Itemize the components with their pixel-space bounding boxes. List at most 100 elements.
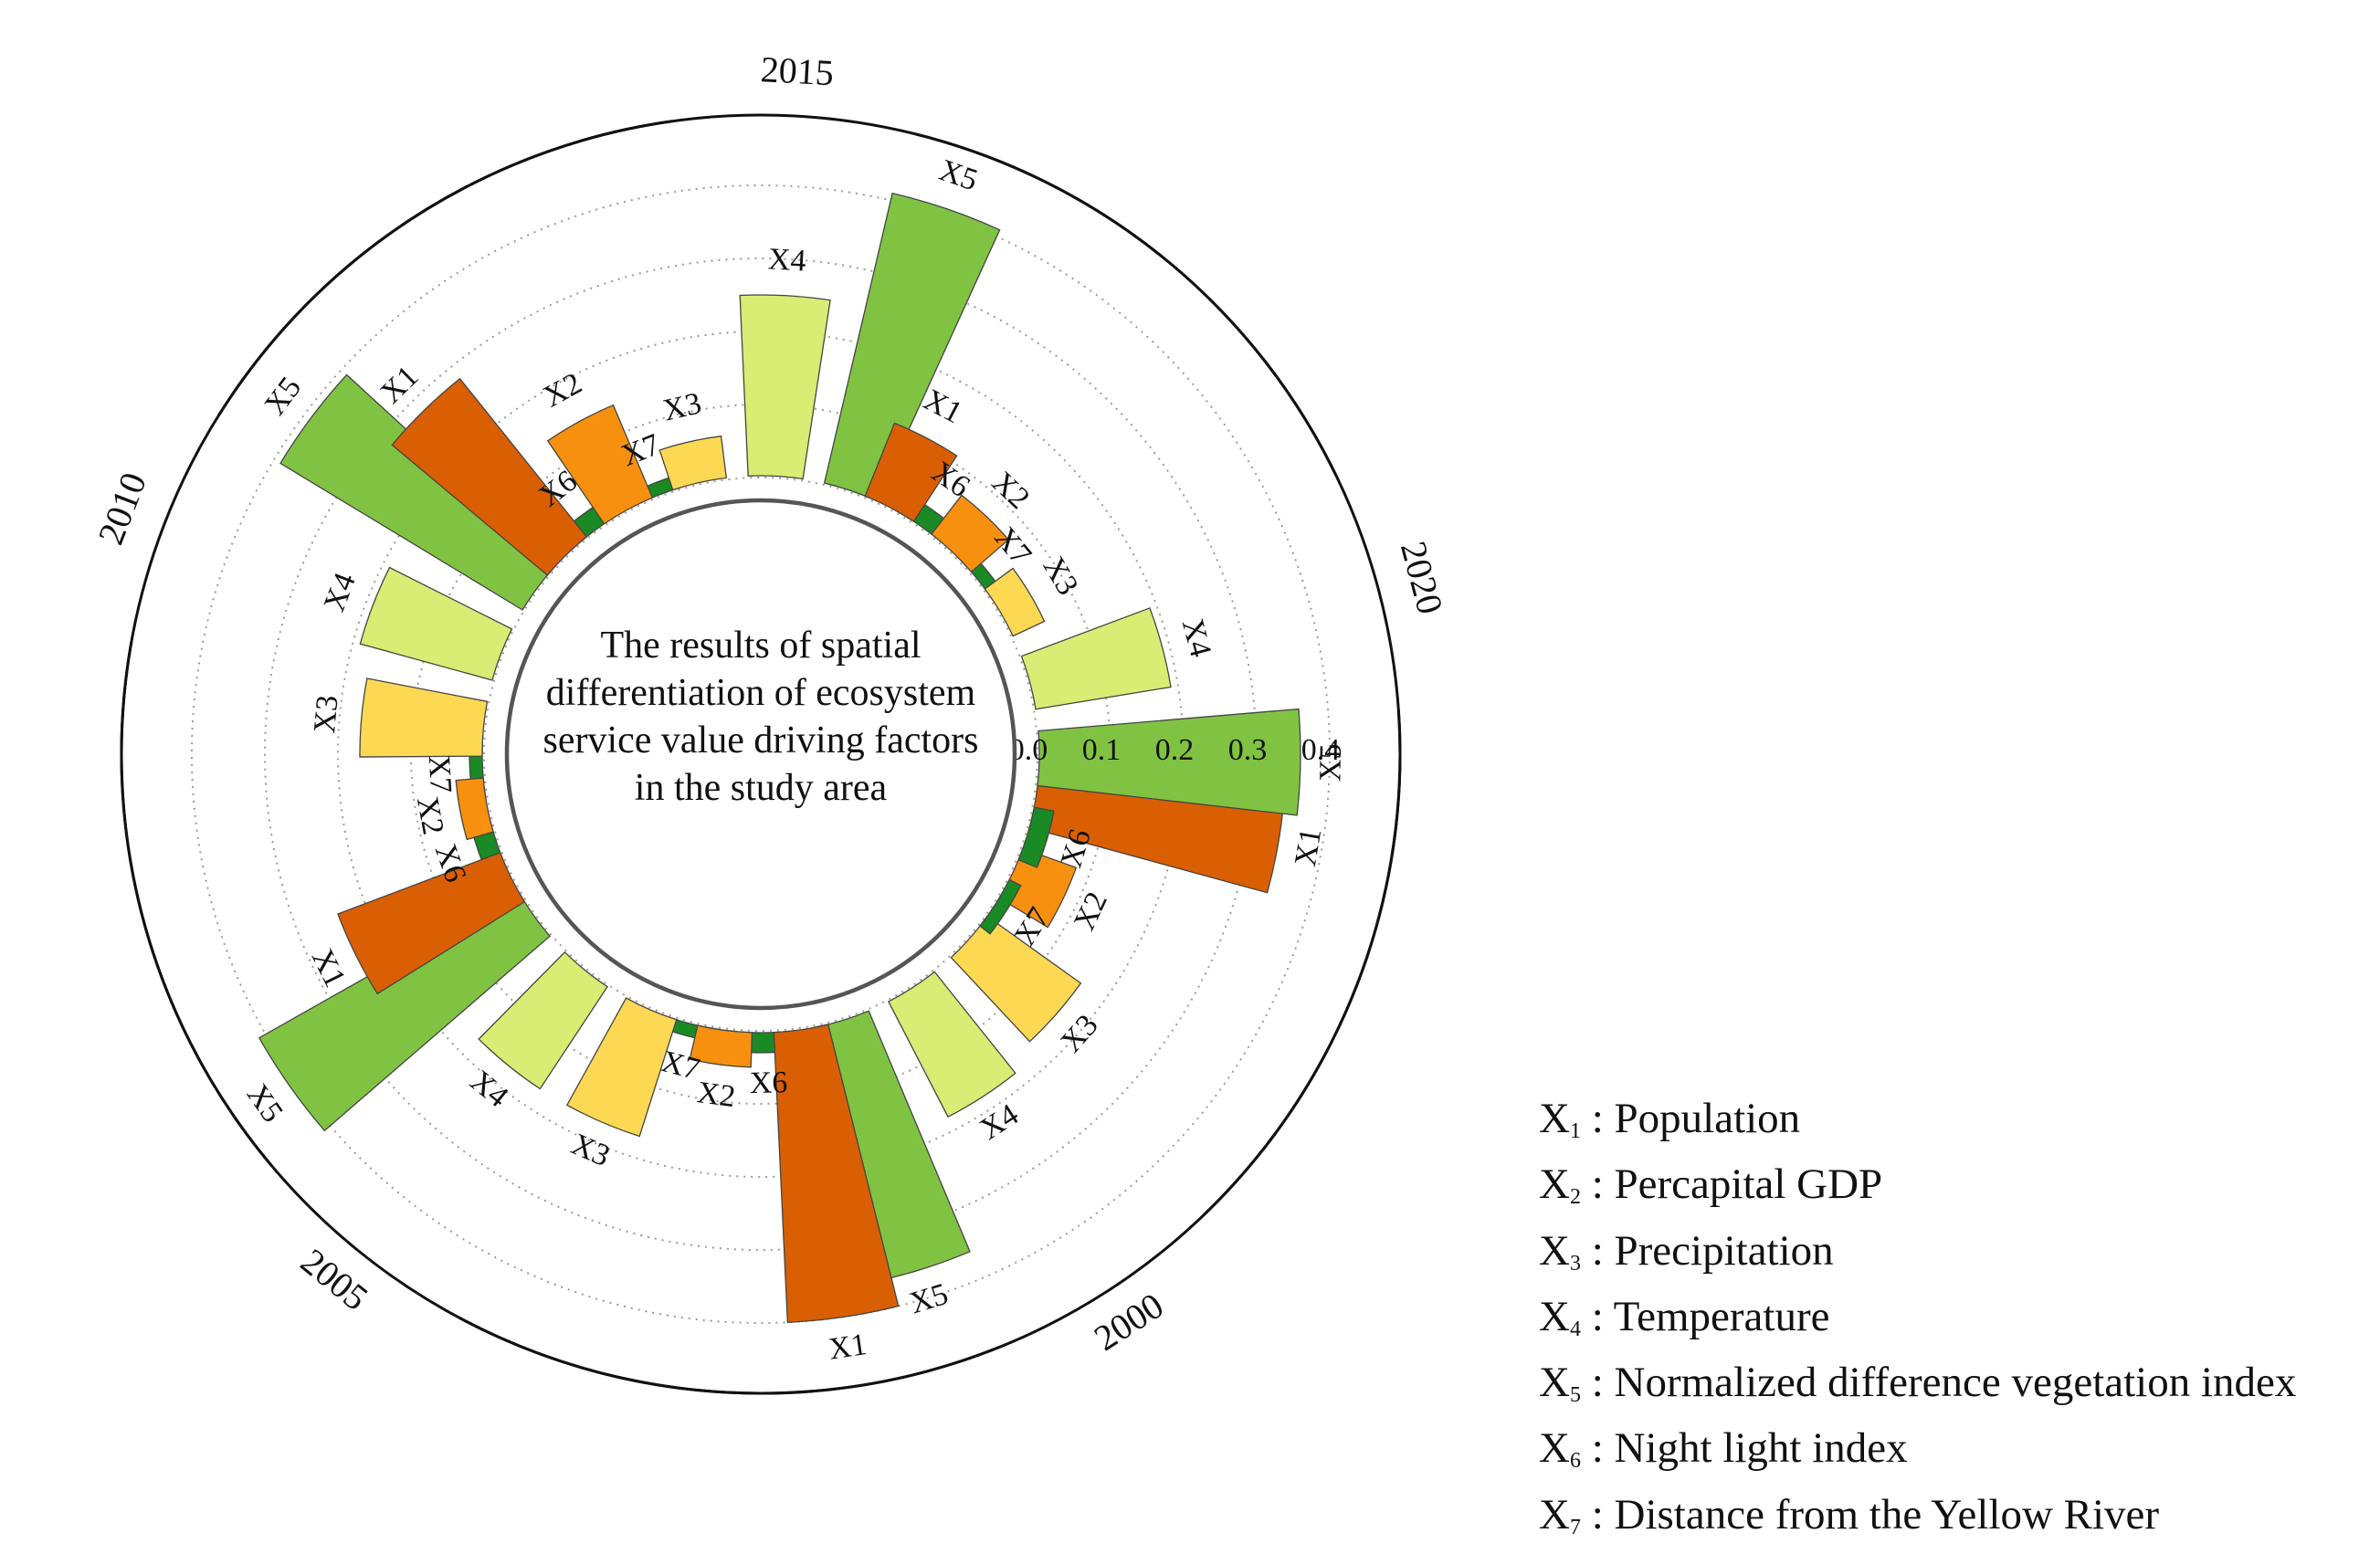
legend-symbol: X [1539,1160,1570,1209]
bar-label-2020-x2: X2 [985,466,1037,516]
chart-title-line: differentiation of ecosystem [546,672,976,714]
bar-label-2020-x5: X5 [1313,743,1348,782]
legend-subscript: 2 [1569,1185,1581,1210]
bar-2010-x5 [279,373,557,611]
bar-label-2010-x4: X4 [318,569,363,616]
bar-label-2005-x1: X1 [827,1328,869,1367]
legend-symbol: X [1539,1226,1570,1275]
legend-subscript: 3 [1569,1251,1581,1276]
year-label-2015: 2015 [760,48,835,93]
bar-label-2015-x3: X3 [660,386,705,427]
center-circle [504,498,1017,1011]
legend-symbol: X [1539,1292,1570,1340]
center-title: The results of spatial differentiation of… [504,498,1017,1011]
legend: X1 : Population X2 : Percapital GDP X3 : P… [1539,1092,2296,1554]
bar-2010-x3 [359,677,489,758]
bar-label-2005-x5: X5 [240,1078,290,1129]
bar-2020-x1 [864,422,958,522]
radial-tick-label: 0.1 [1082,733,1122,767]
legend-symbol: X [1539,1095,1570,1142]
bar-label-2005-x4: X4 [464,1064,515,1114]
bar-2015-x3 [658,435,728,491]
year-arc-2020 [914,132,1402,1216]
bar-2010-x4 [359,566,513,681]
bar-label-2000-x4: X4 [974,1097,1025,1147]
bar-2020-x2 [931,494,1010,573]
bar-2015-x1 [391,377,588,576]
bar-label-2010-x5: X5 [258,371,309,421]
bars [258,192,1301,1323]
bar-2005-x4 [478,950,609,1090]
legend-symbol: X [1539,1359,1570,1407]
legend-text: : Normalized difference vegetation index [1580,1359,2297,1407]
bar-2015-x2 [546,404,654,525]
bar-2020-x7 [979,878,1022,935]
bar-label-2015-x1: X1 [374,360,426,411]
legend-subscript: 7 [1569,1515,1581,1539]
radial-tick-label: 0.2 [1155,733,1195,767]
legend-item: X6 : Night light index [1539,1422,2296,1487]
bar-label-2010-x3: X3 [308,694,345,735]
bar-2020-x3 [984,567,1046,637]
bar-2000-x3 [950,915,1082,1043]
radial-tick-labels: 0.0 0.1 0.2 0.3 0.4 [1009,733,1341,767]
legend-text: : Population [1580,1095,1801,1142]
bar-2005-x5 [258,890,552,1132]
bar-2000-x4 [888,971,1016,1118]
bar-2020-x5 [1037,708,1301,816]
bar-label-2015-x4: X4 [767,242,806,278]
grid-ring [483,477,1038,1032]
legend-item: X1 : Population [1539,1092,2296,1158]
bar-label-2010-x2: X2 [410,794,450,838]
legend-text: : Distance from the Yellow River [1580,1490,2160,1538]
legend-item: X5 : Normalized difference vegetation in… [1539,1356,2296,1422]
bar-2020-x4 [1020,607,1172,710]
bar-2020-x6 [1017,806,1055,868]
bar-2010-x2 [455,777,494,841]
bar-2005-x2 [689,1024,753,1068]
bar-2005-x1 [773,1024,900,1323]
legend-text: : Precipitation [1580,1226,1834,1275]
legend-item: X2 : Percapital GDP [1539,1158,2296,1223]
legend-item: X7 : Distance from the Yellow River [1539,1488,2296,1554]
chart-title-line: service value driving factors [543,719,979,761]
chart-title-line: The results of spatial [600,625,921,667]
bar-2015-x5 [823,192,1001,502]
bar-label-2015-x2: X2 [538,366,587,414]
bar-label-2000-x5: X5 [906,1277,953,1321]
bar-label-2005-x2: X2 [695,1076,737,1114]
bar-2000-x2 [998,847,1078,929]
year-label-2020: 2020 [1393,537,1451,618]
bar-label-2005-x7: X7 [422,754,458,794]
year-label-2005: 2005 [293,1241,375,1318]
bar-label-2000-x6: X6 [749,1066,787,1100]
bar-label-2020-x4: X4 [1175,615,1217,661]
legend-item: X3 : Precipitation [1539,1224,2296,1290]
radial-tick-label: 0.4 [1301,733,1341,767]
bar-label-2015-x5: X5 [935,153,982,197]
bar-label-2000-x2: X2 [1068,887,1114,935]
chart-title-line: in the study area [635,767,888,809]
legend-item: X4 : Temperature [1539,1290,2296,1356]
bar-2005-x3 [565,997,678,1138]
legend-subscript: 6 [1569,1449,1581,1474]
bar-2010-x1 [337,851,526,995]
legend-text: : Temperature [1580,1292,1830,1340]
radial-tick-label: 0.3 [1228,733,1268,767]
bar-label-2000-x1: X1 [1289,825,1328,868]
chart-title: The results of spatial differentiation of… [543,625,979,809]
legend-text: : Percapital GDP [1580,1160,1883,1209]
grid-ring [191,184,1331,1324]
year-label-2010: 2010 [90,467,154,550]
legend-subscript: 4 [1569,1317,1581,1341]
bar-label-2020-x3: X3 [1037,551,1085,602]
legend-symbol: X [1539,1424,1570,1473]
legend-symbol: X [1539,1490,1570,1538]
legend-text: : Night light index [1580,1424,1908,1473]
bar-label-2005-x3: X3 [566,1128,615,1173]
bar-2015-x4 [739,294,831,480]
bar-label-2010-x1: X1 [305,944,353,993]
legend-subscript: 5 [1569,1383,1581,1408]
legend-subscript: 1 [1569,1119,1581,1143]
